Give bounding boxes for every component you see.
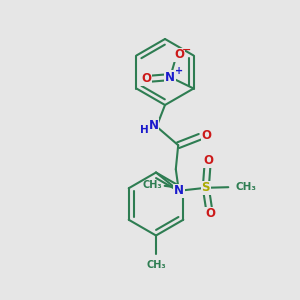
Text: O: O bbox=[141, 72, 151, 85]
Text: O: O bbox=[205, 207, 215, 220]
Text: CH₃: CH₃ bbox=[146, 260, 166, 269]
Text: S: S bbox=[202, 181, 210, 194]
Text: CH₃: CH₃ bbox=[236, 182, 257, 192]
Text: CH₃: CH₃ bbox=[142, 180, 162, 190]
Text: N: N bbox=[148, 118, 159, 132]
Text: N: N bbox=[174, 184, 184, 197]
Text: O: O bbox=[201, 129, 212, 142]
Text: −: − bbox=[182, 44, 192, 55]
Text: O: O bbox=[203, 154, 214, 167]
Text: H: H bbox=[140, 124, 148, 135]
Text: O: O bbox=[174, 48, 184, 62]
Text: +: + bbox=[175, 65, 183, 76]
Text: N: N bbox=[165, 70, 175, 84]
